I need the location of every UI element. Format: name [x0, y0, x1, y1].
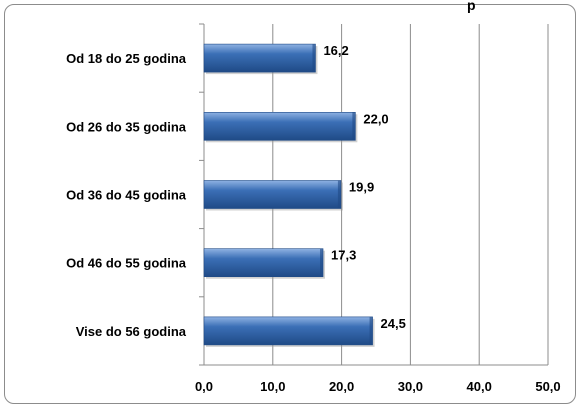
bar: [203, 316, 373, 346]
bar-end-cap: [352, 112, 356, 141]
bar: [203, 248, 324, 277]
category-label: Od 18 do 25 godina: [66, 51, 187, 66]
x-tick-label: 0,0: [195, 379, 213, 394]
category-label: Od 46 do 55 godina: [66, 256, 187, 271]
x-tick-label: 10,0: [260, 379, 285, 394]
chart-title-fragment: p: [467, 0, 476, 13]
label-layer: 0,0 10,0 20,0 30,0 40,0 50,0 Od 18 do 25 godin…: [66, 43, 561, 394]
bar: [203, 180, 342, 209]
category-label: Vise do 56 godina: [76, 324, 187, 339]
data-label: 16,2: [323, 43, 348, 58]
data-label: 24,5: [381, 316, 406, 331]
data-label: 22,0: [363, 111, 388, 126]
x-tick-label: 20,0: [329, 379, 354, 394]
x-tick-label: 50,0: [535, 379, 560, 394]
data-label: 17,3: [331, 248, 356, 263]
x-tick-label: 30,0: [398, 379, 423, 394]
bar-end-cap: [369, 316, 373, 345]
bar-layer: [203, 43, 375, 347]
grid-layer: [272, 24, 549, 365]
bar-end-cap: [320, 248, 324, 277]
category-label: Od 26 do 35 godina: [66, 119, 187, 134]
bar: [203, 112, 356, 141]
bar-end-cap: [337, 180, 341, 209]
x-tick-label: 40,0: [467, 379, 492, 394]
category-label: Od 36 do 45 godina: [66, 188, 187, 203]
bar-end-cap: [312, 44, 316, 73]
bar: [203, 43, 316, 73]
data-label: 19,9: [349, 180, 374, 195]
